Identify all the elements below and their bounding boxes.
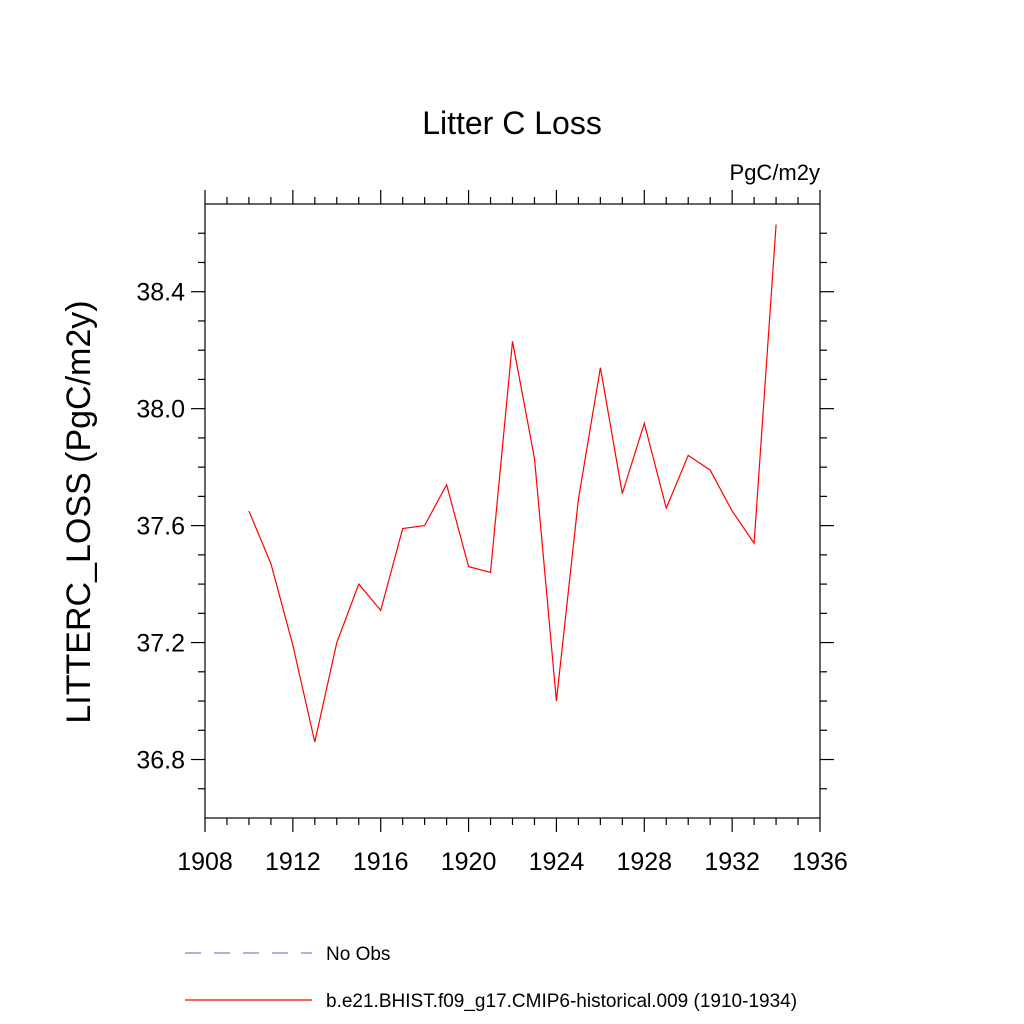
legend-entry-label: No Obs (326, 944, 390, 965)
x-tick-label: 1920 (441, 848, 497, 876)
y-tick-label: 37.2 (136, 630, 185, 658)
y-tick-label: 38.4 (136, 279, 185, 307)
x-tick-label: 1908 (177, 848, 233, 876)
axis-tick-labels: 1908 1912 1916 1920 1924 1928 1932 1936 36.8 37.2… (136, 279, 847, 876)
y-tick-label: 37.6 (136, 513, 185, 541)
legend-entry-label: b.e21.BHIST.f09_g17.CMIP6-historical.009… (326, 991, 797, 1012)
series-line (248, 224, 777, 743)
x-tick-label: 1928 (616, 848, 672, 876)
plot-frame (204, 203, 821, 819)
y-tick-label: 36.8 (136, 747, 185, 775)
x-tick-label: 1936 (792, 848, 848, 876)
x-tick-label: 1912 (265, 848, 321, 876)
units-label: PgC/m2y (730, 160, 820, 185)
x-tick-label: 1932 (704, 848, 760, 876)
chart-title: Litter C Loss (422, 105, 602, 141)
y-tick-label: 38.0 (136, 396, 185, 424)
x-tick-label: 1924 (529, 848, 585, 876)
x-tick-label: 1916 (353, 848, 409, 876)
data-series (248, 224, 777, 743)
y-axis-label: LITTERC_LOSS (PgC/m2y) (60, 300, 98, 723)
axis-ticks (191, 190, 834, 832)
legend: No Obs b.e21.BHIST.f09_g17.CMIP6-historic… (185, 944, 797, 1012)
